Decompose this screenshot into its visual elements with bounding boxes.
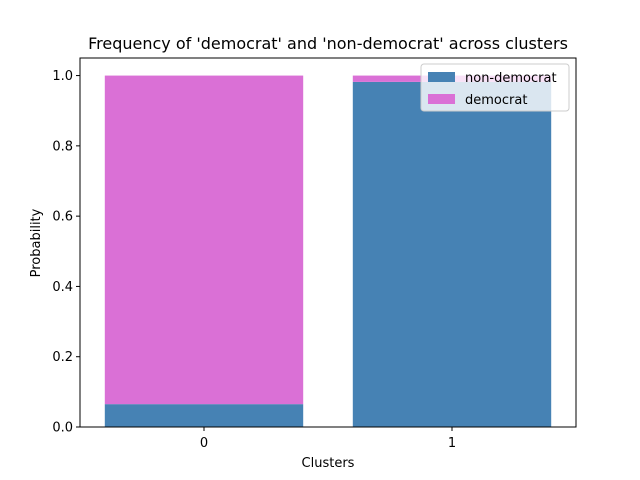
x-tick-label: 0 (200, 436, 208, 451)
x-axis-label: Clusters (302, 456, 355, 471)
y-tick-label: 0.2 (52, 350, 73, 365)
y-tick-label: 0.4 (52, 280, 73, 295)
y-tick-label: 1.0 (52, 69, 73, 84)
plot-frame (79, 57, 577, 428)
bars-group (104, 75, 552, 427)
x-tick-label: 1 (448, 436, 456, 451)
legend-label-democrat: democrat (465, 93, 527, 108)
legend: non-democrat democrat (420, 63, 570, 112)
bar-non-democrat-cluster-0 (104, 404, 304, 427)
y-axis-label: Probability (29, 208, 44, 277)
y-tick-label: 0.8 (52, 139, 73, 154)
y-tick-label: 0.0 (52, 421, 73, 436)
chart-title: Frequency of 'democrat' and 'non-democra… (88, 34, 568, 53)
y-tick-label: 0.6 (52, 210, 73, 225)
legend-label-non-democrat: non-democrat (465, 71, 557, 86)
y-axis: 0.0 0.2 0.4 0.6 0.8 1.0 (52, 69, 80, 436)
legend-swatch-democrat (428, 94, 455, 104)
bar-democrat-cluster-0 (104, 75, 304, 405)
bar-non-democrat-cluster-1 (352, 81, 552, 427)
legend-swatch-non-democrat (428, 72, 455, 82)
legend-box (420, 63, 570, 112)
